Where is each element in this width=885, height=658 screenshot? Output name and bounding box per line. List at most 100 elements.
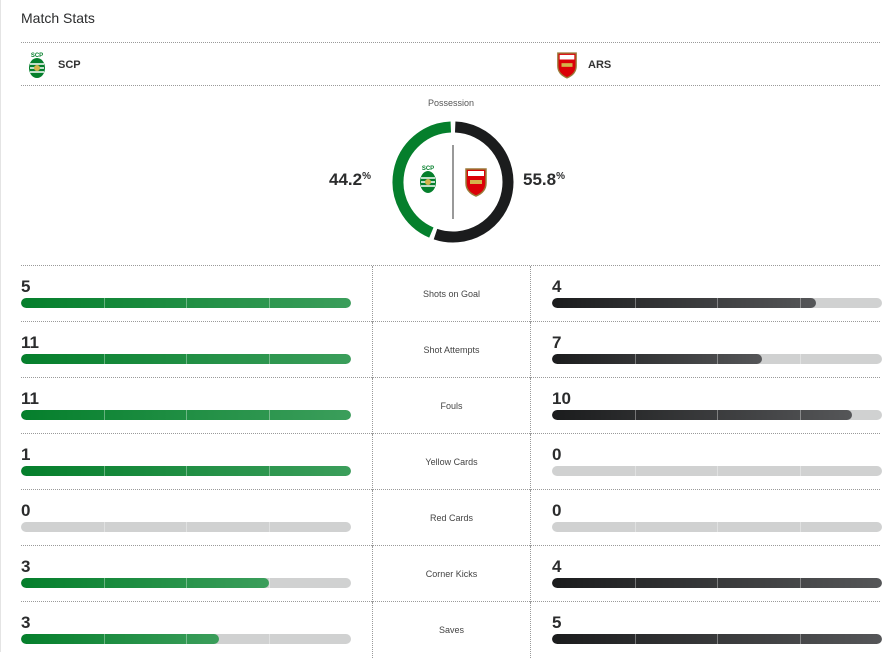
stat-row: 11 Fouls 10 (21, 377, 882, 434)
away-stat-value: 0 (552, 501, 562, 520)
svg-text:SCP: SCP (31, 53, 43, 59)
home-possession-arc (392, 121, 452, 238)
bar-segment-divider (268, 634, 270, 644)
bar-segment-divider (268, 298, 270, 308)
home-stat-bar (21, 410, 351, 420)
away-stat-bar (552, 522, 882, 532)
home-stat-bar (21, 466, 351, 476)
bar-segment-divider (634, 634, 636, 644)
svg-text:SCP: SCP (422, 166, 434, 172)
stat-row: 5 Shots on Goal 4 (21, 265, 882, 322)
away-stat-value: 4 (552, 277, 562, 296)
bar-segment-divider (799, 410, 801, 420)
away-stat-bar (552, 410, 882, 420)
away-stat-value: 10 (552, 389, 571, 408)
away-stat-bar (552, 634, 882, 644)
stat-row: 3 Saves 5 (21, 601, 882, 658)
away-stat-bar-fill (552, 354, 762, 364)
away-team[interactable]: ARS (556, 50, 611, 80)
stat-label: Yellow Cards (372, 434, 531, 490)
away-possession: 55.8% (523, 170, 565, 189)
bar-segment-divider (717, 354, 718, 364)
home-stat-value: 11 (21, 333, 39, 352)
away-stat-bar-fill (552, 410, 852, 420)
sporting-crest-icon: SCP (26, 50, 48, 80)
away-possession-arc (433, 121, 514, 243)
sporting-crest-icon: SCP (420, 166, 436, 193)
away-stat-value: 7 (552, 333, 562, 352)
bar-segment-divider (103, 522, 105, 532)
home-stat-value: 0 (21, 501, 31, 520)
bar-segment-divider (103, 634, 105, 644)
away-stat-value: 5 (552, 613, 562, 632)
stat-row: 0 Red Cards 0 (21, 489, 882, 546)
bar-segment-divider (717, 410, 718, 420)
bar-segment-divider (717, 522, 718, 532)
bar-segment-divider (799, 522, 801, 532)
home-possession: 44.2% (329, 170, 371, 189)
bar-segment-divider (634, 354, 636, 364)
divider (21, 85, 880, 86)
home-stat-bar (21, 298, 351, 308)
stat-label: Fouls (372, 378, 531, 434)
stat-row: 1 Yellow Cards 0 (21, 433, 882, 490)
bar-segment-divider (799, 634, 801, 644)
stat-label: Shot Attempts (372, 322, 531, 378)
home-stat-value: 3 (21, 557, 31, 576)
bar-segment-divider (717, 634, 718, 644)
away-stat-value: 4 (552, 557, 562, 576)
home-stat-bar-fill (21, 466, 351, 476)
bar-segment-divider (799, 298, 801, 308)
home-stat-bar-fill (21, 298, 351, 308)
bar-segment-divider (717, 578, 718, 588)
bar-segment-divider (268, 410, 270, 420)
away-stat-bar (552, 298, 882, 308)
bar-segment-divider (186, 578, 187, 588)
bar-segment-divider (634, 298, 636, 308)
bar-segment-divider (186, 354, 187, 364)
bar-segment-divider (103, 298, 105, 308)
home-stat-value: 11 (21, 389, 39, 408)
home-team[interactable]: SCP SCP (26, 50, 81, 80)
possession-donut: SCP (392, 121, 514, 243)
bar-segment-divider (634, 410, 636, 420)
home-stat-value: 1 (21, 445, 31, 464)
bar-segment-divider (103, 578, 105, 588)
divider (21, 42, 880, 43)
bar-segment-divider (717, 298, 718, 308)
home-stat-bar-fill (21, 354, 351, 364)
stat-label: Shots on Goal (372, 266, 531, 322)
away-stat-bar (552, 578, 882, 588)
match-stats-title: Match Stats (21, 10, 95, 26)
stat-label: Red Cards (372, 490, 531, 546)
bar-segment-divider (268, 522, 270, 532)
home-stat-bar-fill (21, 634, 219, 644)
stat-label: Corner Kicks (372, 546, 531, 602)
bar-segment-divider (186, 634, 187, 644)
home-stat-bar (21, 634, 351, 644)
bar-segment-divider (186, 410, 187, 420)
stat-label: Saves (372, 602, 531, 658)
bar-segment-divider (103, 466, 105, 476)
bar-segment-divider (634, 522, 636, 532)
stat-row: 11 Shot Attempts 7 (21, 321, 882, 378)
away-stat-bar-fill (552, 634, 882, 644)
home-stat-bar-fill (21, 410, 351, 420)
home-stat-value: 3 (21, 613, 31, 632)
bar-segment-divider (799, 354, 801, 364)
home-stat-bar (21, 578, 351, 588)
home-team-abbr: SCP (58, 59, 81, 71)
away-stat-bar-fill (552, 578, 882, 588)
bar-segment-divider (103, 410, 105, 420)
bar-segment-divider (634, 578, 636, 588)
possession-label: Possession (427, 98, 475, 108)
away-stat-bar-fill (552, 298, 816, 308)
bar-segment-divider (186, 466, 187, 476)
home-stat-value: 5 (21, 277, 31, 296)
bar-segment-divider (634, 466, 636, 476)
bar-segment-divider (268, 354, 270, 364)
bar-segment-divider (268, 578, 270, 588)
bar-segment-divider (186, 298, 187, 308)
bar-segment-divider (268, 466, 270, 476)
home-stat-bar (21, 354, 351, 364)
